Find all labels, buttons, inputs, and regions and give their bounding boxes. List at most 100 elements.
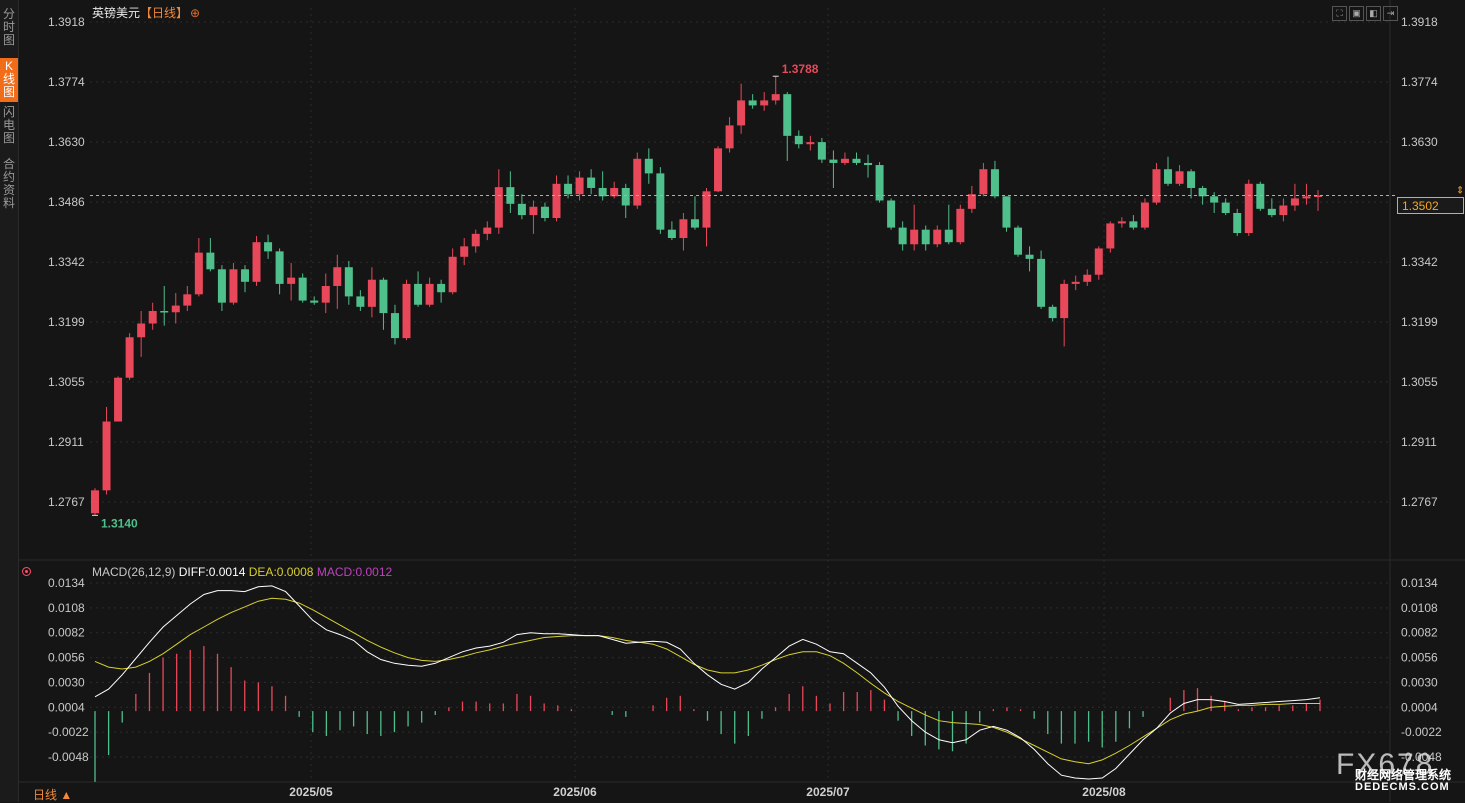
y-axis-label-left: 1.3199 — [48, 315, 85, 329]
expand-icon[interactable]: ⇥ — [1383, 6, 1398, 21]
macd-value-label: MACD:0.0012 — [316, 565, 393, 579]
indicator-settings-icon[interactable] — [22, 567, 31, 576]
macd-axis-label-right: 0.0108 — [1401, 601, 1438, 615]
macd-axis-label-left: -0.0022 — [48, 725, 89, 739]
candle-body — [621, 187, 630, 206]
sidebar-tab-3[interactable]: 合约资料 — [2, 157, 15, 210]
y-axis-label-right: 1.2767 — [1401, 495, 1438, 509]
candle-body — [1198, 187, 1207, 197]
candle-body — [1256, 183, 1265, 209]
candle-body — [1129, 221, 1138, 228]
add-indicator-icon[interactable]: ⊕ — [190, 6, 201, 20]
y-axis-label-left: 1.3342 — [48, 255, 85, 269]
macd-axis-label-left: 0.0030 — [48, 675, 85, 689]
candle-body — [1037, 258, 1046, 307]
x-axis-label: 2025/05 — [289, 785, 333, 799]
candle-body — [1083, 274, 1092, 282]
period-label[interactable]: 【日线】 — [140, 6, 189, 20]
candle-body — [783, 94, 792, 136]
candle-body — [494, 187, 503, 228]
candle-body — [1117, 221, 1126, 224]
candle-body — [356, 296, 365, 307]
macd-header: MACD(26,12,9) DIFF:0.0014 DEA:0.0008 MAC… — [92, 565, 392, 579]
candle-body — [125, 337, 134, 378]
y-axis-label-left: 1.3918 — [48, 15, 85, 29]
y-axis-label-right: 1.3630 — [1401, 135, 1438, 149]
candle-body — [310, 300, 319, 303]
candle-body — [148, 311, 157, 324]
macd-dea-label: DEA:0.0008 — [248, 565, 314, 579]
candle-body — [1290, 198, 1299, 206]
y-axis-label-right: 1.3199 — [1401, 315, 1438, 329]
candle-body — [1302, 196, 1311, 199]
candle-body — [1071, 281, 1080, 284]
watermark-logo: FX678 — [1336, 748, 1435, 781]
macd-axis-label-left: 0.0004 — [48, 700, 85, 714]
candle-body — [702, 191, 711, 228]
candle-body — [217, 269, 226, 303]
sidebar-tab-0[interactable]: 分时图 — [2, 7, 15, 47]
candle-body — [552, 183, 561, 219]
x-axis-label: 2025/07 — [806, 785, 850, 799]
candle-body — [1140, 202, 1149, 228]
candle-body — [1314, 195, 1322, 197]
candle-body — [714, 148, 723, 192]
candle-body — [333, 267, 342, 286]
price-arrow-icon: ⇕ — [1456, 185, 1464, 196]
sidebar-tab-2[interactable]: 闪电图 — [2, 105, 15, 145]
restore-icon[interactable]: ◧ — [1366, 6, 1381, 21]
candle-body — [206, 252, 215, 270]
candle-body — [598, 187, 607, 197]
candle-body — [1014, 227, 1023, 255]
candle-body — [517, 203, 526, 216]
candle-body — [1175, 171, 1184, 184]
candle-body — [1048, 306, 1057, 319]
candle-body — [540, 206, 549, 219]
candle-body — [321, 285, 330, 303]
close-icon[interactable]: ▣ — [1349, 6, 1364, 21]
y-axis-label-right: 1.3342 — [1401, 255, 1438, 269]
x-axis-label: 2025/06 — [553, 785, 597, 799]
candle-body — [887, 200, 896, 228]
candle-body — [483, 227, 492, 234]
candle-body — [875, 165, 884, 201]
candle-body — [771, 94, 780, 101]
candle-body — [471, 233, 480, 247]
candle-body — [1164, 169, 1173, 184]
y-axis-label-right: 1.2911 — [1401, 435, 1437, 449]
candle-body — [1244, 183, 1253, 234]
candle-body — [633, 158, 642, 206]
candle-body — [748, 100, 757, 106]
candle-body — [1279, 205, 1288, 216]
candle-body — [1002, 196, 1011, 228]
candle-body — [587, 177, 596, 188]
candle-body — [794, 135, 803, 145]
candle-body — [910, 229, 919, 245]
candle-body — [760, 100, 769, 106]
fullscreen-icon[interactable]: ⛶ — [1332, 6, 1347, 21]
y-axis-label-left: 1.3774 — [48, 75, 85, 89]
candle-body — [725, 125, 734, 149]
candle-body — [933, 229, 942, 245]
candle-body — [1210, 196, 1219, 203]
macd-axis-label-right: 0.0082 — [1401, 626, 1438, 640]
candle-body — [1267, 208, 1276, 216]
candle-body — [1233, 212, 1242, 234]
last-price-box: 1.3502 — [1397, 197, 1464, 214]
period-selector[interactable]: 日线 ▲ — [33, 788, 73, 802]
candle-body — [414, 283, 423, 305]
candle-body — [679, 219, 688, 239]
y-axis-label-right: 1.3918 — [1401, 15, 1438, 29]
candle-body — [967, 194, 976, 209]
candle-body — [564, 183, 573, 195]
candle-body — [448, 256, 457, 293]
candle-body — [817, 142, 826, 160]
macd-axis-label-right: 0.0134 — [1401, 576, 1438, 590]
candle-body — [610, 187, 619, 197]
macd-axis-label-right: 0.0030 — [1401, 675, 1438, 689]
x-axis-label: 2025/08 — [1082, 785, 1126, 799]
candle-body — [806, 142, 815, 145]
window-controls: ⛶ ▣ ◧ ⇥ — [1332, 3, 1400, 21]
